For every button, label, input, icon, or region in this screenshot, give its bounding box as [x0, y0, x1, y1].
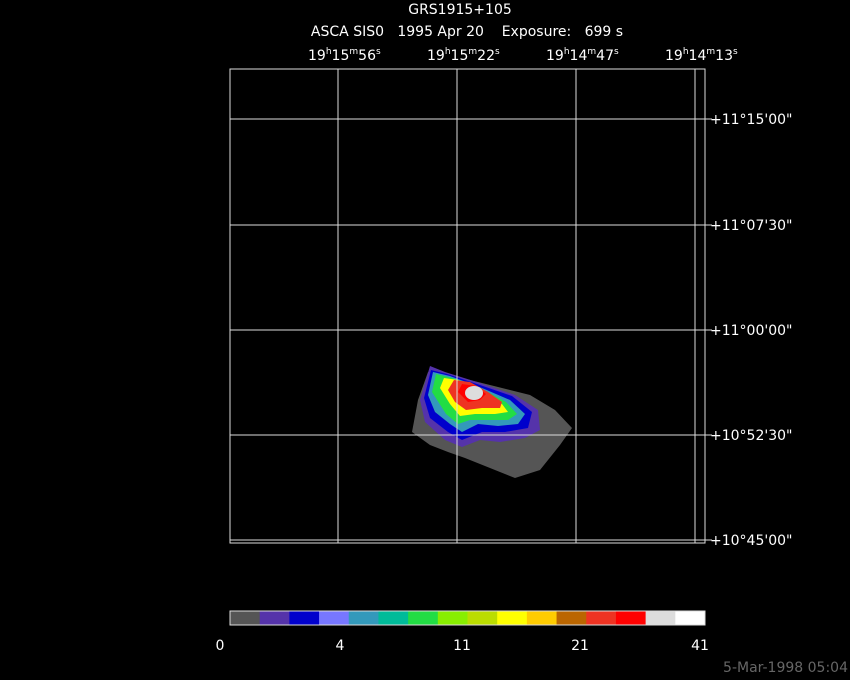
colorbar-segment: [408, 611, 439, 625]
colorbar-segment: [437, 611, 468, 625]
ra-unit: s: [376, 47, 381, 57]
ra-unit: m: [468, 47, 477, 57]
ra-value: 56: [358, 48, 376, 64]
ra-label: 19h15m22s: [427, 47, 500, 64]
dec-label: +10°52'30": [710, 428, 792, 444]
ra-value: 19: [308, 48, 326, 64]
ra-value: 19: [546, 48, 564, 64]
ra-unit: h: [326, 47, 332, 57]
ra-unit: m: [349, 47, 358, 57]
colorbar-segment: [289, 611, 320, 625]
ra-unit: m: [706, 47, 715, 57]
title: GRS1915+105: [408, 2, 512, 18]
colorbar-segment: [586, 611, 617, 625]
colorbar-segment: [319, 611, 350, 625]
colorbar-segment: [497, 611, 528, 625]
dec-label: +11°15'00": [710, 112, 792, 128]
colorbar-label: 41: [691, 638, 709, 654]
colorbar-segment: [556, 611, 587, 625]
colorbar-segment: [526, 611, 558, 625]
ra-unit: s: [614, 47, 619, 57]
ra-value: 13: [715, 48, 733, 64]
ra-value: 14: [570, 48, 588, 64]
ra-value: 15: [451, 48, 469, 64]
colorbar-label: 0: [216, 638, 225, 654]
ra-value: 19: [665, 48, 683, 64]
ra-value: 19: [427, 48, 445, 64]
colorbar-label: 11: [453, 638, 471, 654]
ra-label: 19h15m56s: [308, 47, 381, 64]
ra-value: 14: [689, 48, 707, 64]
colorbar-segment: [467, 611, 498, 625]
ra-value: 15: [332, 48, 350, 64]
colorbar-segment: [645, 611, 676, 625]
ra-unit: h: [564, 47, 570, 57]
ra-unit: h: [445, 47, 451, 57]
ra-unit: h: [683, 47, 689, 57]
dec-label: +11°00'00": [710, 323, 792, 339]
ra-value: 47: [596, 48, 614, 64]
ra-unit: s: [733, 47, 738, 57]
colorbar-segment: [348, 611, 379, 625]
colorbar-label: 21: [571, 638, 589, 654]
timestamp: 5-Mar-1998 05:04: [723, 660, 848, 676]
dec-label: +11°07'30": [710, 218, 792, 234]
colorbar-segment: [259, 611, 290, 625]
ra-unit: m: [587, 47, 596, 57]
colorbar-frame: [229, 610, 706, 626]
ra-value: 22: [477, 48, 495, 64]
subtitle: ASCA SIS0 1995 Apr 20 Exposure: 699 s: [311, 24, 623, 40]
ra-label: 19h14m13s: [665, 47, 738, 64]
frame: [229, 68, 706, 544]
colorbar-segment: [675, 611, 706, 625]
dec-label: +10°45'00": [710, 533, 792, 549]
colorbar-segment: [230, 611, 261, 625]
ra-label: 19h14m47s: [546, 47, 619, 64]
colorbar-segment: [615, 611, 647, 625]
colorbar-segment: [378, 611, 409, 625]
colorbar-label: 4: [336, 638, 345, 654]
source-image: [412, 366, 572, 478]
ra-unit: s: [495, 47, 500, 57]
